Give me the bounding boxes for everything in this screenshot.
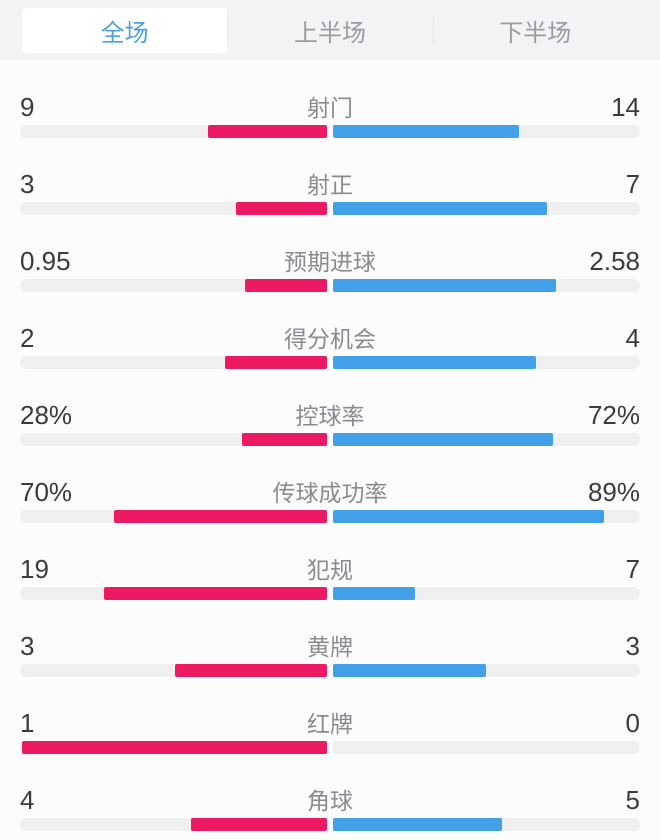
stat-label: 控球率 — [295, 403, 365, 429]
stat-text-line: 9 射门 14 — [20, 92, 640, 122]
center-gap — [327, 510, 333, 523]
away-value: 89% — [587, 477, 640, 507]
center-gap — [327, 356, 333, 369]
stat-label: 射门 — [307, 95, 353, 121]
home-bar — [22, 741, 327, 754]
away-bar — [333, 664, 486, 677]
away-value: 14 — [611, 92, 640, 122]
home-value: 4 — [20, 785, 35, 815]
stat-bar-track — [20, 433, 640, 446]
stats-list: 9 射门 14 3 射正 7 0.95 预期进球 2.58 2 得分机会 4 28% 控球率 72% 70% 传… — [0, 60, 660, 840]
stat-label: 角球 — [307, 788, 353, 814]
stat-row: 4 角球 5 — [0, 785, 660, 840]
away-bar — [333, 356, 537, 369]
stat-text-line: 1 红牌 0 — [20, 708, 640, 738]
center-gap — [327, 202, 333, 215]
away-value: 4 — [625, 323, 640, 353]
home-bar — [113, 510, 327, 523]
stat-text-line: 28% 控球率 72% — [20, 400, 640, 430]
stat-bar-track — [20, 356, 640, 369]
home-bar — [207, 125, 327, 138]
stat-row: 3 黄牌 3 — [0, 631, 660, 708]
away-value: 7 — [625, 554, 640, 584]
period-tabs: 全场 上半场 下半场 — [0, 0, 660, 60]
stat-row: 9 射门 14 — [0, 92, 660, 169]
stat-label: 预期进球 — [284, 249, 376, 275]
stat-label: 传球成功率 — [272, 480, 388, 506]
home-bar — [191, 818, 327, 831]
stat-text-line: 70% 传球成功率 89% — [20, 477, 640, 507]
center-gap — [327, 741, 333, 754]
tab-second-half[interactable]: 下半场 — [432, 8, 638, 53]
stat-bar-track — [20, 741, 640, 754]
tab-first-half[interactable]: 上半场 — [227, 8, 432, 53]
stat-row: 28% 控球率 72% — [0, 400, 660, 477]
stat-text-line: 3 黄牌 3 — [20, 631, 640, 661]
stat-text-line: 4 角球 5 — [20, 785, 640, 815]
stat-row: 0.95 预期进球 2.58 — [0, 246, 660, 323]
away-bar — [333, 125, 519, 138]
home-bar — [244, 279, 327, 292]
home-value: 0.95 — [20, 246, 71, 276]
center-gap — [327, 818, 333, 831]
home-value: 70% — [20, 477, 73, 507]
home-bar — [235, 202, 327, 215]
center-gap — [327, 433, 333, 446]
away-bar — [333, 279, 556, 292]
stat-bar-track — [20, 587, 640, 600]
center-gap — [327, 587, 333, 600]
stat-bar-track — [20, 664, 640, 677]
stat-row: 3 射正 7 — [0, 169, 660, 246]
stat-label: 黄牌 — [307, 634, 353, 660]
center-gap — [327, 125, 333, 138]
away-bar — [333, 433, 553, 446]
stat-bar-track — [20, 510, 640, 523]
away-bar — [333, 510, 605, 523]
stat-text-line: 3 射正 7 — [20, 169, 640, 199]
away-bar — [333, 587, 416, 600]
home-bar — [241, 433, 327, 446]
stat-row: 2 得分机会 4 — [0, 323, 660, 400]
tab-full-match[interactable]: 全场 — [22, 7, 228, 53]
away-bar — [333, 202, 547, 215]
stat-text-line: 19 犯规 7 — [20, 554, 640, 584]
away-value: 5 — [625, 785, 640, 815]
tab-label: 下半场 — [499, 19, 572, 47]
home-value: 19 — [20, 554, 49, 584]
stat-text-line: 0.95 预期进球 2.58 — [20, 246, 640, 276]
stat-text-line: 2 得分机会 4 — [20, 323, 640, 353]
home-value: 3 — [20, 169, 35, 199]
tab-label: 上半场 — [293, 19, 366, 47]
home-value: 9 — [20, 92, 35, 122]
stat-label: 犯规 — [307, 557, 353, 583]
home-value: 1 — [20, 708, 35, 738]
away-value: 0 — [625, 708, 640, 738]
home-bar — [104, 587, 327, 600]
tab-label: 全场 — [100, 19, 149, 47]
home-bar — [225, 356, 327, 369]
stat-bar-track — [20, 125, 640, 138]
away-value: 3 — [625, 631, 640, 661]
stat-row: 1 红牌 0 — [0, 708, 660, 785]
stat-bar-track — [20, 818, 640, 831]
home-value: 28% — [20, 400, 73, 430]
home-value: 2 — [20, 323, 35, 353]
stat-row: 70% 传球成功率 89% — [0, 477, 660, 554]
stat-row: 19 犯规 7 — [0, 554, 660, 631]
away-value: 72% — [587, 400, 640, 430]
home-value: 3 — [20, 631, 35, 661]
center-gap — [327, 279, 333, 292]
stat-bar-track — [20, 202, 640, 215]
away-bar — [333, 818, 503, 831]
center-gap — [327, 664, 333, 677]
home-bar — [174, 664, 327, 677]
stat-label: 得分机会 — [284, 326, 376, 352]
away-value: 7 — [625, 169, 640, 199]
away-value: 2.58 — [589, 246, 640, 276]
stat-label: 红牌 — [307, 711, 353, 737]
stat-label: 射正 — [307, 172, 353, 198]
stat-bar-track — [20, 279, 640, 292]
